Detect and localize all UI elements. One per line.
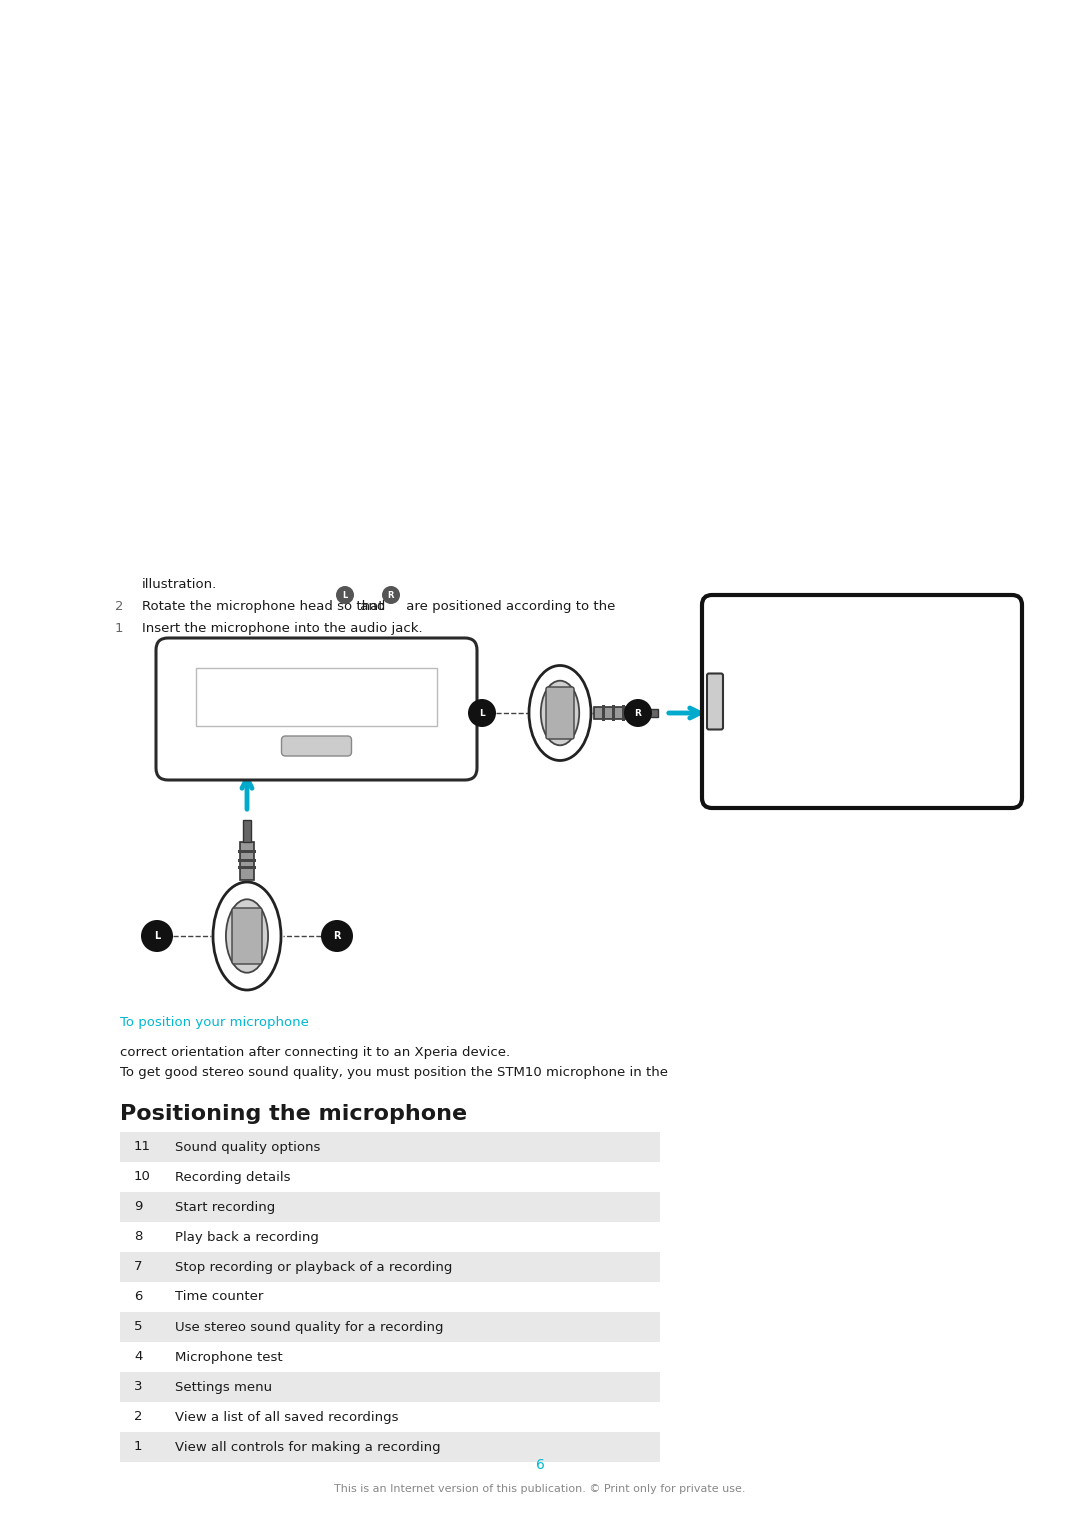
Text: 3: 3 [134,1380,143,1394]
Text: Rotate the microphone head so that: Rotate the microphone head so that [141,600,388,612]
Bar [240,841,254,880]
Bar [195,667,437,725]
Bar [120,1132,660,1162]
Ellipse shape [226,899,268,973]
Text: To position your microphone: To position your microphone [120,1015,309,1029]
Text: and: and [356,600,390,612]
Text: Microphone test: Microphone test [175,1350,283,1364]
Text: 6: 6 [536,1458,544,1472]
FancyBboxPatch shape [282,736,351,756]
Text: Start recording: Start recording [175,1200,275,1214]
Text: 5: 5 [134,1321,143,1333]
Circle shape [321,919,353,951]
Text: 9: 9 [134,1200,143,1214]
Text: R: R [334,931,341,941]
Text: illustration.: illustration. [141,579,217,591]
Bar [120,1193,660,1222]
Text: 11: 11 [134,1141,151,1153]
Text: 2: 2 [134,1411,143,1423]
Text: 2: 2 [114,600,123,612]
Bar [594,707,640,719]
Text: Settings menu: Settings menu [175,1380,272,1394]
Text: Positioning the microphone: Positioning the microphone [120,1104,468,1124]
FancyBboxPatch shape [156,638,477,780]
Text: are positioned according to the: are positioned according to the [402,600,616,612]
Text: 10: 10 [134,1171,151,1183]
Text: 4: 4 [134,1350,143,1364]
Text: View all controls for making a recording: View all controls for making a recording [175,1440,441,1454]
Text: Recording details: Recording details [175,1171,291,1183]
Circle shape [336,586,354,605]
FancyBboxPatch shape [232,909,262,964]
Bar [602,705,605,721]
Bar [612,705,615,721]
FancyBboxPatch shape [707,673,723,730]
Circle shape [468,699,496,727]
Bar [622,705,625,721]
Text: This is an Internet version of this publication. © Print only for private use.: This is an Internet version of this publ… [334,1484,746,1493]
Circle shape [382,586,400,605]
Text: R: R [388,591,394,600]
Text: Use stereo sound quality for a recording: Use stereo sound quality for a recording [175,1321,444,1333]
Circle shape [624,699,652,727]
Bar [640,709,658,718]
Text: L: L [153,931,160,941]
Text: correct orientation after connecting it to an Xperia device.: correct orientation after connecting it … [120,1046,510,1060]
Text: Play back a recording: Play back a recording [175,1231,319,1243]
Text: View a list of all saved recordings: View a list of all saved recordings [175,1411,399,1423]
Bar [243,820,251,841]
Circle shape [141,919,173,951]
Bar [120,1252,660,1283]
Text: R: R [635,709,642,718]
Text: Time counter: Time counter [175,1290,264,1304]
FancyBboxPatch shape [702,596,1022,808]
Bar [238,866,256,869]
Text: L: L [342,591,348,600]
FancyBboxPatch shape [546,687,573,739]
Bar [238,851,256,854]
Text: 1: 1 [134,1440,143,1454]
Text: Sound quality options: Sound quality options [175,1141,321,1153]
Text: 6: 6 [134,1290,143,1304]
Text: 1: 1 [114,621,123,635]
Text: L: L [480,709,485,718]
Bar [120,1312,660,1342]
Text: Stop recording or playback of a recording: Stop recording or playback of a recordin… [175,1260,453,1274]
Text: To get good stereo sound quality, you must position the STM10 microphone in the: To get good stereo sound quality, you mu… [120,1066,669,1080]
Ellipse shape [541,681,579,745]
Text: 8: 8 [134,1231,143,1243]
Bar [120,1371,660,1402]
Bar [120,1432,660,1461]
Bar [238,860,256,863]
Text: Insert the microphone into the audio jack.: Insert the microphone into the audio jac… [141,621,422,635]
Text: 7: 7 [134,1260,143,1274]
